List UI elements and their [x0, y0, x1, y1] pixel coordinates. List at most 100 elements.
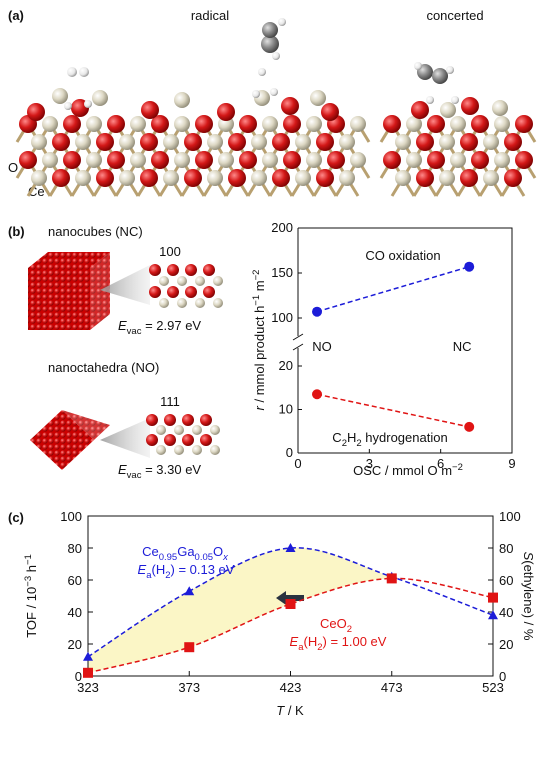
atom	[262, 116, 278, 132]
text-part: C	[332, 430, 341, 445]
atom	[192, 425, 202, 435]
atom	[200, 434, 212, 446]
atom	[210, 425, 220, 435]
atom	[450, 116, 466, 132]
atom	[213, 276, 223, 286]
atom	[63, 115, 81, 133]
x-tick-label: 6	[437, 456, 444, 471]
atom	[460, 169, 478, 187]
atom	[515, 115, 533, 133]
atom	[67, 67, 77, 77]
atom	[42, 152, 58, 168]
atom	[239, 151, 257, 169]
atom	[84, 100, 92, 108]
data-point	[83, 651, 93, 661]
atom	[281, 97, 299, 115]
scheme-title: concerted	[426, 8, 483, 23]
atom	[195, 151, 213, 169]
y-tick-label: 0	[75, 669, 82, 684]
atom	[182, 414, 194, 426]
x-tick-label: 373	[178, 680, 200, 695]
atom	[427, 115, 445, 133]
atom	[167, 286, 179, 298]
atom	[251, 134, 267, 150]
atom	[306, 116, 322, 132]
x-tick-label: 523	[482, 680, 504, 695]
atom	[261, 35, 279, 53]
atom	[483, 134, 499, 150]
atom	[262, 22, 278, 38]
text-part: −3	[23, 576, 34, 587]
atom	[52, 133, 70, 151]
atom	[439, 134, 455, 150]
atom	[461, 97, 479, 115]
arrow	[276, 591, 304, 605]
text-part: −1	[251, 295, 262, 306]
text-part: / K	[284, 703, 304, 718]
y-tick-label: 80	[68, 541, 82, 556]
text-part: −2	[251, 270, 262, 281]
x-axis-title: T / K	[276, 703, 304, 718]
series-label: C2H2 hydrogenation	[332, 430, 447, 449]
atom	[159, 298, 169, 308]
scheme-title: radical	[191, 8, 229, 23]
atom	[213, 298, 223, 308]
data-point	[285, 543, 296, 552]
x-tick-label: 473	[381, 680, 403, 695]
octa-face	[62, 410, 110, 440]
atom	[207, 170, 223, 186]
atom	[119, 170, 135, 186]
atom	[185, 264, 197, 276]
data-point	[312, 389, 323, 400]
atom	[439, 170, 455, 186]
series-line	[316, 265, 470, 313]
atom	[471, 151, 489, 169]
atom	[262, 152, 278, 168]
y-tick-label: 100	[60, 509, 82, 524]
text-part: a	[298, 642, 304, 653]
zoom-cone	[100, 418, 150, 458]
series-annotation: Ea(H2) = 1.00 eV	[290, 634, 387, 653]
atom	[164, 414, 176, 426]
text-part: 2	[342, 438, 347, 449]
atom	[406, 152, 422, 168]
text-part: O	[213, 544, 223, 559]
x-axis-title: OSC / mmol O m−2	[353, 462, 463, 478]
atom	[177, 298, 187, 308]
atom	[195, 298, 205, 308]
atom	[339, 134, 355, 150]
facet-label: 100	[159, 244, 181, 259]
y-tick-label: 20	[68, 637, 82, 652]
y2-tick-label: 100	[499, 509, 521, 524]
atom	[283, 151, 301, 169]
text-part: Ce	[142, 544, 159, 559]
x-tick-label: 9	[508, 456, 515, 471]
atom	[450, 152, 466, 168]
atom	[258, 68, 266, 76]
atom	[185, 286, 197, 298]
atom	[272, 52, 280, 60]
atom	[395, 134, 411, 150]
atom	[79, 67, 89, 77]
atom	[140, 169, 158, 187]
atom	[195, 115, 213, 133]
atom	[149, 286, 161, 298]
atom	[251, 170, 267, 186]
y2-tick-label: 80	[499, 541, 513, 556]
atom	[27, 103, 45, 121]
atom	[414, 62, 422, 70]
text-part: −1	[23, 554, 34, 565]
atom	[64, 102, 72, 110]
atom	[119, 134, 135, 150]
atom	[149, 264, 161, 276]
atom	[383, 115, 401, 133]
text-part: ) = 1.00 eV	[323, 634, 387, 649]
vacancy-energy: Evac = 2.97 eV	[118, 318, 201, 337]
atom	[278, 18, 286, 26]
atom	[159, 276, 169, 286]
atom	[504, 133, 522, 151]
data-point	[184, 586, 195, 596]
atom	[75, 134, 91, 150]
atom	[177, 276, 187, 286]
atom	[146, 434, 158, 446]
